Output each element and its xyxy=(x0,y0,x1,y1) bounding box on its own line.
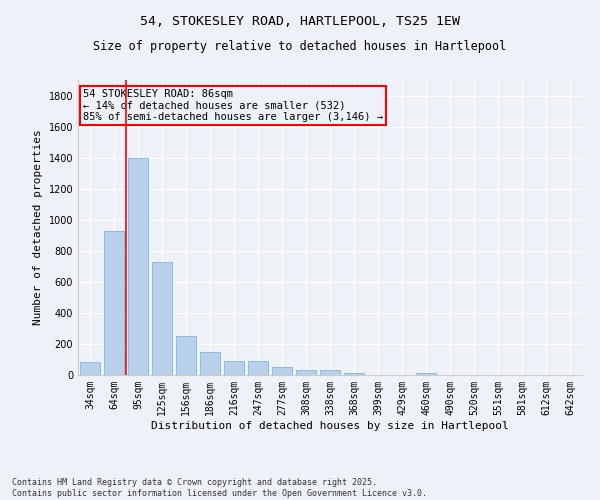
Bar xyxy=(224,361,244,375)
Bar xyxy=(104,232,124,375)
Bar xyxy=(320,370,340,375)
Text: Contains HM Land Registry data © Crown copyright and database right 2025.
Contai: Contains HM Land Registry data © Crown c… xyxy=(12,478,427,498)
Bar xyxy=(152,262,172,375)
Bar xyxy=(344,374,364,375)
Bar xyxy=(272,367,292,375)
Bar xyxy=(416,372,436,375)
Y-axis label: Number of detached properties: Number of detached properties xyxy=(33,130,43,326)
Bar xyxy=(80,362,100,375)
Text: Size of property relative to detached houses in Hartlepool: Size of property relative to detached ho… xyxy=(94,40,506,53)
Bar xyxy=(128,158,148,375)
Text: 54 STOKESLEY ROAD: 86sqm
← 14% of detached houses are smaller (532)
85% of semi-: 54 STOKESLEY ROAD: 86sqm ← 14% of detach… xyxy=(83,89,383,122)
Bar xyxy=(296,370,316,375)
Bar xyxy=(200,352,220,375)
Bar xyxy=(248,361,268,375)
Text: 54, STOKESLEY ROAD, HARTLEPOOL, TS25 1EW: 54, STOKESLEY ROAD, HARTLEPOOL, TS25 1EW xyxy=(140,15,460,28)
X-axis label: Distribution of detached houses by size in Hartlepool: Distribution of detached houses by size … xyxy=(151,420,509,430)
Bar xyxy=(176,336,196,375)
